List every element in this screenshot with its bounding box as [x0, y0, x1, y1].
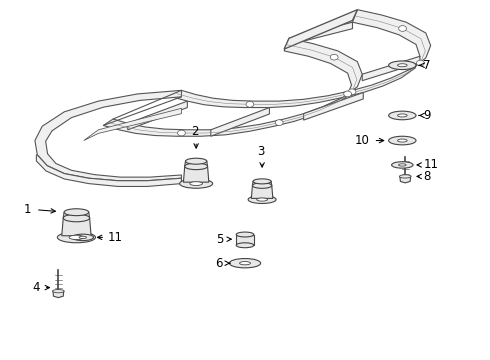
Ellipse shape — [240, 262, 250, 265]
Polygon shape — [35, 90, 181, 181]
Ellipse shape — [79, 236, 87, 239]
Text: 8: 8 — [423, 170, 431, 183]
Ellipse shape — [69, 235, 84, 239]
Text: 10: 10 — [355, 134, 369, 147]
Polygon shape — [128, 101, 187, 130]
Ellipse shape — [190, 182, 202, 185]
Ellipse shape — [389, 111, 416, 120]
Text: 6: 6 — [216, 257, 223, 270]
Ellipse shape — [185, 163, 208, 170]
Polygon shape — [183, 166, 209, 182]
Ellipse shape — [236, 243, 254, 248]
Ellipse shape — [397, 64, 407, 67]
Ellipse shape — [64, 209, 89, 216]
Ellipse shape — [389, 136, 416, 145]
Polygon shape — [62, 218, 91, 236]
Ellipse shape — [57, 232, 96, 243]
Text: 2: 2 — [192, 125, 199, 138]
Ellipse shape — [252, 183, 272, 188]
Polygon shape — [252, 181, 272, 185]
Ellipse shape — [397, 139, 407, 142]
Ellipse shape — [397, 114, 407, 117]
Ellipse shape — [63, 214, 90, 222]
Polygon shape — [36, 155, 181, 186]
Polygon shape — [53, 291, 64, 298]
Text: 11: 11 — [107, 231, 122, 244]
Polygon shape — [103, 39, 362, 136]
Polygon shape — [236, 234, 254, 245]
Text: 3: 3 — [257, 145, 265, 158]
Ellipse shape — [248, 195, 276, 203]
Polygon shape — [251, 185, 273, 198]
Polygon shape — [304, 93, 363, 120]
Polygon shape — [84, 108, 181, 140]
Text: 9: 9 — [423, 109, 431, 122]
Polygon shape — [400, 176, 411, 183]
Polygon shape — [211, 108, 270, 136]
Ellipse shape — [392, 162, 413, 168]
Circle shape — [416, 60, 424, 66]
Ellipse shape — [398, 164, 406, 166]
Text: 11: 11 — [423, 158, 439, 171]
Ellipse shape — [229, 258, 261, 268]
Circle shape — [348, 89, 356, 95]
Ellipse shape — [186, 158, 207, 164]
Polygon shape — [289, 22, 352, 45]
Text: 7: 7 — [423, 59, 431, 72]
Ellipse shape — [180, 179, 213, 188]
Ellipse shape — [52, 289, 64, 293]
Polygon shape — [63, 212, 90, 218]
Polygon shape — [172, 10, 431, 108]
Circle shape — [399, 26, 407, 31]
Ellipse shape — [257, 198, 268, 201]
Text: 1: 1 — [24, 203, 31, 216]
Circle shape — [330, 54, 338, 60]
Ellipse shape — [389, 61, 416, 69]
Circle shape — [275, 120, 283, 126]
Circle shape — [343, 91, 351, 97]
Ellipse shape — [399, 175, 411, 178]
Ellipse shape — [236, 232, 254, 237]
Polygon shape — [185, 161, 208, 166]
Ellipse shape — [72, 234, 94, 240]
Text: 5: 5 — [216, 233, 223, 246]
Circle shape — [177, 130, 185, 136]
Circle shape — [246, 102, 254, 107]
Polygon shape — [284, 10, 357, 49]
Polygon shape — [362, 56, 420, 81]
Text: 4: 4 — [32, 281, 40, 294]
Ellipse shape — [253, 179, 271, 184]
